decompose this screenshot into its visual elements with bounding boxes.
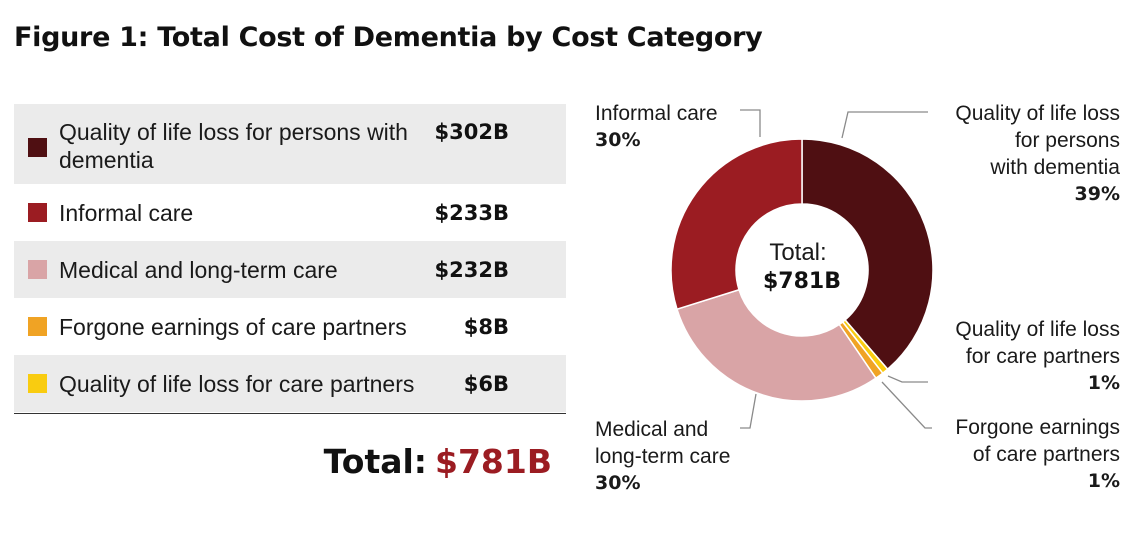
legend-row-informal: Informal care $233B <box>14 184 566 241</box>
swatch-informal <box>28 203 47 222</box>
leader-line-medical <box>740 393 757 429</box>
callout-text: Medical and <box>595 418 709 441</box>
chart-title: Figure 1: Total Cost of Dementia by Cost… <box>14 22 763 53</box>
slice-informal <box>670 138 803 311</box>
total-summary: Total: $781B <box>324 442 552 481</box>
callout-text: Quality of life loss <box>955 318 1120 341</box>
callout-percent: 30% <box>595 472 641 494</box>
legend-row-forgone: Forgone earnings of care partners $8B <box>14 298 566 355</box>
callout-percent: 30% <box>595 129 641 151</box>
table-divider <box>14 413 566 414</box>
swatch-quality-partners <box>28 374 47 393</box>
legend-label: Informal care <box>59 199 194 226</box>
legend-row-quality-dementia: Quality of life loss for persons with de… <box>14 104 566 184</box>
callout-percent: 1% <box>1087 470 1120 492</box>
donut-center-value: $781B <box>763 269 841 294</box>
slice-medical <box>676 288 877 402</box>
callout-text: for care partners <box>965 345 1120 368</box>
legend-label: Quality of life loss for care partners <box>59 370 415 397</box>
swatch-quality-dementia <box>28 138 47 157</box>
donut-chart: Total: $781B <box>670 109 934 429</box>
legend-value: $8B <box>463 314 509 339</box>
slice-quality-dementia <box>801 138 934 371</box>
leader-line-quality-partners <box>887 375 928 383</box>
callout-text: long-term care <box>595 445 731 468</box>
donut-slices <box>670 138 934 402</box>
legend-value: $6B <box>463 371 509 396</box>
callout-text: with dementia <box>990 156 1120 179</box>
callout-medical: Medical and long-term care 30% <box>595 416 730 497</box>
donut-center-label: Total: <box>769 239 826 266</box>
callout-text: of care partners <box>972 443 1120 466</box>
legend-label: Medical and long-term care <box>59 256 338 283</box>
leader-line-quality-dementia <box>841 111 928 139</box>
legend-row-medical: Medical and long-term care $232B <box>14 241 566 298</box>
legend-table: Quality of life loss for persons with de… <box>14 104 566 414</box>
leader-line-forgone <box>881 381 932 429</box>
legend-label: Quality of life loss for persons with de… <box>59 119 408 173</box>
swatch-forgone <box>28 317 47 336</box>
callout-percent: 1% <box>1087 372 1120 394</box>
callout-text: Quality of life loss <box>955 102 1120 125</box>
leader-line-informal <box>740 109 761 137</box>
legend-row-quality-partners: Quality of life loss for care partners $… <box>14 355 566 412</box>
total-label: Total: <box>323 442 427 481</box>
callout-text: for persons <box>1014 129 1120 152</box>
total-amount: $781B <box>435 442 552 481</box>
legend-value: $302B <box>434 120 509 144</box>
leader-lines <box>740 109 932 429</box>
swatch-medical <box>28 260 47 279</box>
callout-text: Forgone earnings <box>955 416 1120 439</box>
legend-label: Forgone earnings of care partners <box>59 313 407 340</box>
legend-value: $232B <box>434 257 509 282</box>
callout-forgone: Forgone earnings of care partners 1% <box>955 414 1120 495</box>
callout-quality-dementia: Quality of life loss for persons with de… <box>955 100 1120 208</box>
callout-text: Informal care <box>595 102 718 125</box>
legend-value: $233B <box>434 200 509 225</box>
callout-quality-partners: Quality of life loss for care partners 1… <box>955 316 1120 397</box>
callout-informal: Informal care 30% <box>595 100 718 154</box>
callout-percent: 39% <box>1074 183 1120 205</box>
